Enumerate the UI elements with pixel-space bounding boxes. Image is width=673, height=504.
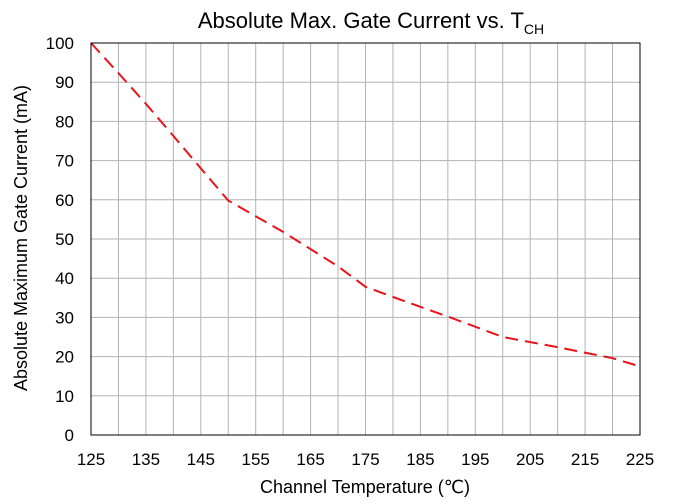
chart-title: Absolute Max. Gate Current vs. TCH xyxy=(198,8,544,37)
y-tick-label: 90 xyxy=(55,73,74,92)
y-tick-label: 100 xyxy=(46,34,74,53)
x-tick-label: 165 xyxy=(296,450,324,469)
x-tick-label: 205 xyxy=(516,450,544,469)
y-tick-label: 60 xyxy=(55,191,74,210)
x-tick-label: 195 xyxy=(461,450,489,469)
x-tick-label: 215 xyxy=(571,450,599,469)
plot-frame xyxy=(90,42,641,436)
x-axis-label: Channel Temperature (℃) xyxy=(260,477,470,497)
x-tick-label: 185 xyxy=(406,450,434,469)
y-tick-label: 80 xyxy=(55,112,74,131)
y-tick-label: 40 xyxy=(55,269,74,288)
grid xyxy=(90,42,641,436)
x-tick-label: 225 xyxy=(626,450,654,469)
x-tick-label: 155 xyxy=(242,450,270,469)
chart-title-subscript: CH xyxy=(524,21,544,37)
x-tick-label: 145 xyxy=(187,450,215,469)
chart-title-main: Absolute Max. Gate Current vs. T xyxy=(198,8,524,33)
y-tick-label: 0 xyxy=(65,426,74,445)
y-axis-label: Absolute Maximum Gate Current (mA) xyxy=(11,85,31,391)
tick-labels: 125 135 145 155 165 175 185 195 205 215 225 0 10 20 30… xyxy=(46,34,655,469)
y-tick-label: 30 xyxy=(55,308,74,327)
y-tick-label: 20 xyxy=(55,348,74,367)
y-tick-label: 10 xyxy=(55,387,74,406)
y-tick-label: 70 xyxy=(55,152,74,171)
x-tick-label: 125 xyxy=(77,450,105,469)
x-tick-label: 135 xyxy=(132,450,160,469)
y-tick-label: 50 xyxy=(55,230,74,249)
x-tick-label: 175 xyxy=(351,450,379,469)
